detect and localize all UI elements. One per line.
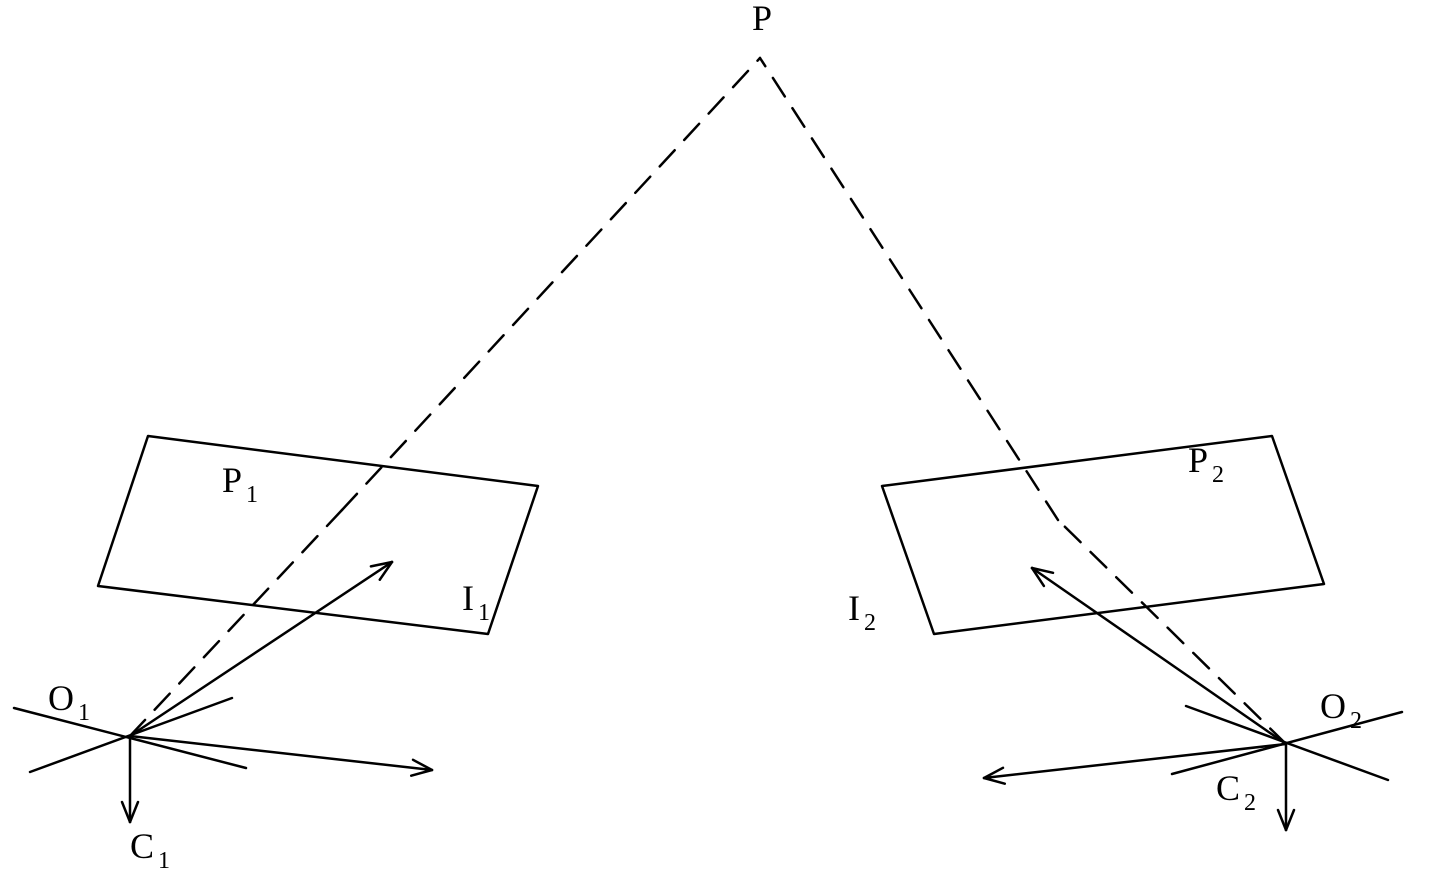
label-P1: P1 [222,460,258,508]
label-I2: I2 [848,588,876,636]
ray-O1-p1 [130,510,342,736]
ray-p1-P [342,58,760,510]
label-P: P [752,0,772,38]
label-I1: I1 [462,578,490,626]
label-O2: O2 [1320,686,1362,734]
ray-p2-P [760,58,1058,520]
label-C2: C2 [1216,768,1256,816]
image-plane-right [882,436,1324,634]
ray-O2-p2 [1058,520,1286,744]
label-C1: C1 [130,826,170,874]
label-P2: P2 [1188,440,1224,488]
